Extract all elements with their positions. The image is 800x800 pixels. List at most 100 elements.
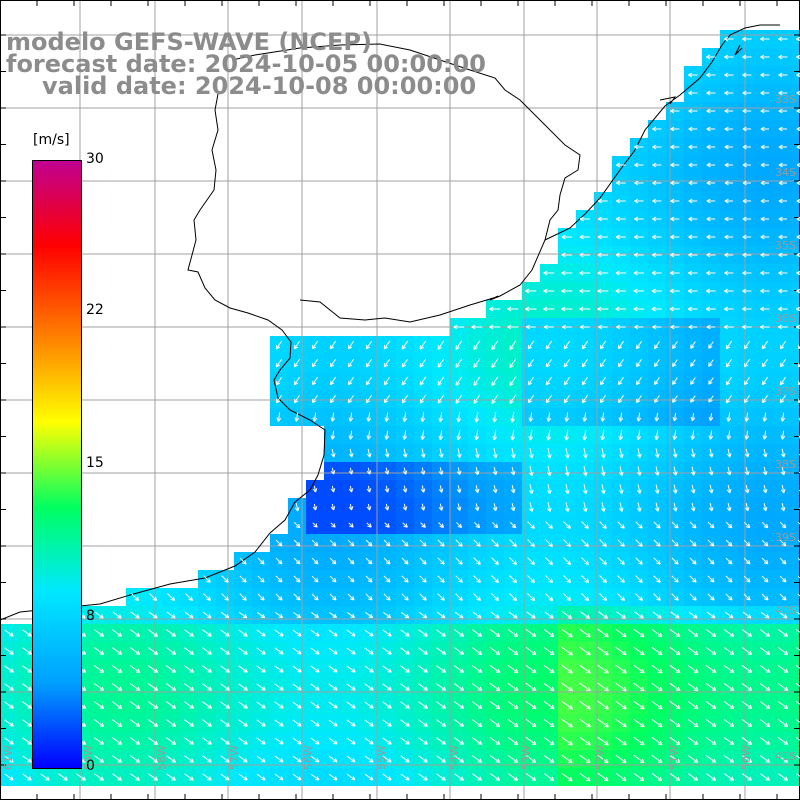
wind-arrow [471, 665, 483, 674]
wind-arrow [797, 380, 800, 386]
wind-arrow [744, 412, 750, 422]
wind-arrow [652, 252, 662, 258]
wind-arrow [670, 611, 680, 619]
wind-arrow [202, 611, 212, 619]
wind-arrow [275, 376, 283, 386]
wind-arrow [547, 466, 552, 477]
wind-arrow [778, 72, 788, 78]
wind-arrow [669, 773, 681, 781]
wind-arrow [348, 448, 354, 458]
wind-arrow [634, 324, 644, 330]
wind-arrow [759, 701, 771, 710]
wind-arrow [148, 629, 159, 637]
wind-arrow [743, 340, 751, 350]
wind-arrow [723, 701, 735, 710]
wind-arrow [525, 773, 537, 781]
wind-arrow [275, 611, 284, 619]
wind-arrow [581, 539, 589, 547]
wind-arrow [563, 539, 571, 547]
wind-arrow [274, 737, 284, 745]
wind-arrow [543, 629, 555, 638]
wind-arrow [525, 646, 537, 656]
wind-arrow [795, 665, 800, 669]
wind-arrow [672, 377, 678, 385]
wind-arrow [561, 754, 573, 764]
wind-arrow [725, 539, 733, 547]
wind-arrow [490, 773, 501, 781]
wind-arrow [507, 773, 519, 781]
wind-arrow [383, 575, 391, 583]
wind-arrow [22, 647, 32, 655]
wind-arrow [420, 522, 426, 528]
wind-arrow [384, 467, 390, 475]
wind-arrow [636, 395, 642, 404]
wind-arrow [778, 611, 788, 619]
lon-tick-label: 51W [668, 745, 681, 770]
wind-arrow [634, 198, 644, 204]
wind-arrow [311, 539, 319, 547]
wind-arrow [330, 430, 336, 440]
wind-arrow [202, 701, 213, 709]
wind-arrow [418, 737, 428, 745]
wind-arrow [436, 773, 446, 781]
colorbar-label-0: 0 [86, 758, 95, 774]
wind-arrow [561, 270, 573, 276]
wind-arrow [583, 447, 588, 459]
wind-cell [792, 120, 800, 138]
wind-arrow [597, 270, 609, 276]
wind-arrow [384, 448, 390, 458]
wind-arrow [690, 359, 696, 367]
wind-arrow [742, 629, 753, 637]
wind-arrow [653, 575, 661, 583]
wind-arrow [724, 36, 734, 42]
wind-arrow [310, 647, 320, 655]
wind-arrow [726, 466, 732, 476]
wind-arrow [130, 737, 141, 745]
wind-arrow [724, 72, 734, 78]
wind-arrow [239, 557, 247, 565]
wind-arrow [707, 539, 715, 547]
wind-arrow [669, 736, 681, 746]
wind-arrow [795, 683, 800, 687]
wind-arrow [489, 306, 501, 312]
wind-arrow [275, 539, 283, 547]
wind-arrow [797, 539, 800, 546]
wind-cell [792, 156, 800, 174]
wind-arrow [760, 162, 769, 168]
wind-arrow [601, 448, 606, 459]
wind-arrow [365, 539, 373, 547]
wind-arrow [635, 521, 643, 529]
wind-arrow [455, 575, 463, 583]
wind-arrow [294, 412, 300, 422]
wind-arrow [760, 755, 771, 763]
wind-arrow [490, 611, 500, 619]
wind-arrow [293, 612, 302, 619]
wind-arrow [651, 664, 663, 674]
wind-arrow [652, 162, 662, 168]
wind-arrow [527, 358, 535, 368]
wind-arrow [203, 575, 211, 583]
wind-arrow [581, 557, 589, 565]
wind-arrow [759, 665, 771, 673]
wind-arrow [366, 412, 372, 422]
wind-arrow [130, 611, 140, 619]
wind-arrow [778, 90, 788, 96]
wind-arrow [669, 646, 681, 656]
wind-arrow [401, 557, 409, 565]
wind-arrow [546, 429, 552, 441]
wind-arrow [615, 646, 627, 656]
wind-arrow [111, 701, 123, 709]
wind-arrow [491, 521, 499, 529]
wind-arrow [633, 270, 644, 276]
wind-arrow [708, 377, 714, 385]
wind-arrow [402, 448, 408, 458]
wind-arrow [707, 521, 715, 529]
wind-arrow [562, 611, 573, 619]
wind-arrow [672, 484, 678, 494]
wind-arrow [328, 665, 338, 673]
wind-arrow [688, 252, 698, 258]
wind-arrow [561, 682, 573, 692]
wind-arrow [184, 629, 194, 637]
wind-arrow [597, 288, 609, 294]
wind-arrow [348, 485, 354, 493]
